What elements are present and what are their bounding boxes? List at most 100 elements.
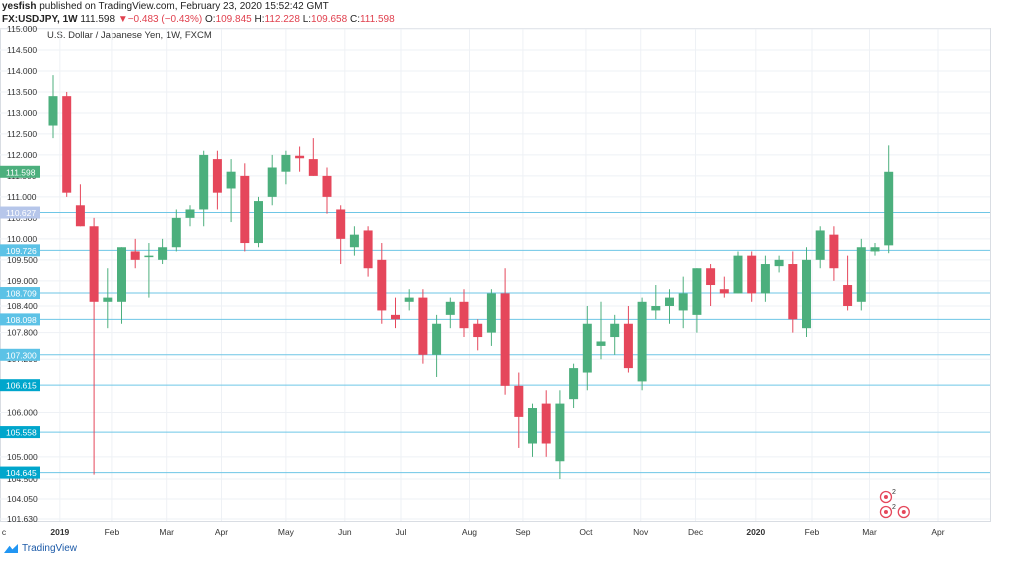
candle-body	[432, 323, 442, 355]
candle[interactable]	[322, 167, 332, 214]
candle[interactable]	[240, 163, 250, 252]
candle[interactable]	[267, 154, 277, 206]
candle[interactable]	[692, 268, 702, 333]
candle[interactable]	[62, 91, 72, 197]
candle[interactable]	[391, 297, 400, 329]
x-tick-label: Dec	[688, 527, 704, 537]
candle[interactable]	[623, 306, 633, 373]
candle[interactable]	[158, 238, 168, 265]
candle[interactable]	[130, 238, 140, 269]
candle[interactable]	[706, 264, 716, 306]
event-flag-icon[interactable]	[897, 505, 910, 519]
candle[interactable]	[308, 138, 318, 176]
candle[interactable]	[815, 226, 825, 269]
candle[interactable]	[363, 226, 373, 277]
candle[interactable]	[514, 372, 524, 448]
event-badge-dot	[901, 510, 906, 514]
x-tick-label: Nov	[633, 527, 649, 537]
candle[interactable]	[418, 289, 428, 364]
candle-body	[665, 297, 674, 306]
candle[interactable]	[528, 403, 537, 457]
candle-body	[391, 314, 400, 320]
y-tick-label: 114.000	[7, 66, 37, 76]
candle[interactable]	[377, 243, 387, 324]
candle[interactable]	[747, 251, 757, 302]
candle-body	[829, 234, 839, 269]
candle[interactable]	[89, 217, 99, 475]
candle[interactable]	[103, 268, 113, 329]
candle-body	[528, 408, 537, 444]
candle[interactable]	[802, 247, 811, 338]
candle-body	[144, 255, 154, 258]
candle[interactable]	[582, 306, 592, 391]
candle-body	[212, 159, 222, 193]
candle[interactable]	[349, 226, 359, 256]
candle[interactable]	[774, 255, 784, 273]
x-tick-label: May	[278, 527, 295, 537]
candle[interactable]	[445, 297, 455, 329]
candle[interactable]	[541, 390, 551, 457]
candle[interactable]	[295, 146, 305, 172]
candle[interactable]	[185, 205, 195, 227]
candle[interactable]	[829, 226, 839, 281]
candle[interactable]	[719, 276, 729, 298]
candle[interactable]	[500, 268, 510, 395]
candle[interactable]	[459, 289, 469, 338]
candle-body	[569, 368, 579, 400]
candle-body	[103, 297, 113, 302]
x-tick-label: Feb	[105, 527, 120, 537]
candle[interactable]	[404, 289, 414, 311]
candle[interactable]	[665, 289, 674, 324]
y-tick-label: 111.000	[7, 192, 37, 202]
candle[interactable]	[651, 285, 661, 320]
event-flag-icon[interactable]: 2	[879, 489, 896, 504]
candle[interactable]	[48, 75, 58, 139]
candle-body	[678, 293, 688, 311]
candle[interactable]	[555, 390, 565, 479]
candle[interactable]	[843, 255, 853, 311]
candle[interactable]	[281, 150, 291, 185]
candle[interactable]	[336, 205, 346, 265]
x-tick-label: c	[2, 527, 7, 537]
candle[interactable]	[117, 247, 126, 324]
candle[interactable]	[678, 276, 688, 329]
candle[interactable]	[171, 209, 181, 252]
candle[interactable]	[144, 243, 154, 298]
candle-body	[295, 155, 305, 159]
candle[interactable]	[856, 238, 866, 311]
candle[interactable]	[733, 251, 743, 294]
candle[interactable]	[75, 184, 85, 227]
candle[interactable]	[254, 196, 263, 248]
candle-body	[884, 171, 894, 246]
candle-body	[486, 293, 496, 333]
y-tick-label: 101.630	[7, 514, 38, 524]
candle[interactable]	[870, 243, 880, 256]
price-label-box	[0, 313, 40, 326]
candle[interactable]	[473, 319, 483, 351]
candle[interactable]	[884, 145, 894, 254]
candle[interactable]	[760, 255, 770, 302]
candle[interactable]	[596, 301, 606, 360]
candle[interactable]	[788, 251, 798, 333]
candle[interactable]	[637, 297, 647, 391]
candle[interactable]	[569, 363, 579, 409]
candle[interactable]	[199, 150, 209, 227]
candle-body	[404, 297, 414, 302]
event-flag-icon[interactable]: 2	[879, 504, 896, 519]
event-badge-dot	[883, 495, 888, 499]
y-tick-label: 113.000	[7, 108, 37, 118]
candle-body	[336, 209, 346, 239]
publisher-name[interactable]: yesfish	[2, 1, 37, 12]
y-tick-label: 106.000	[7, 407, 38, 417]
candle[interactable]	[610, 314, 620, 355]
candle[interactable]	[432, 314, 442, 377]
x-tick-label: Apr	[215, 527, 228, 537]
price-label-text: 108.709	[6, 289, 37, 299]
tradingview-logo[interactable]: TradingView	[4, 543, 77, 554]
price-label-box	[0, 244, 40, 257]
candle-body	[747, 255, 757, 294]
candle[interactable]	[486, 289, 496, 346]
candle[interactable]	[212, 150, 222, 210]
candle[interactable]	[226, 159, 236, 223]
